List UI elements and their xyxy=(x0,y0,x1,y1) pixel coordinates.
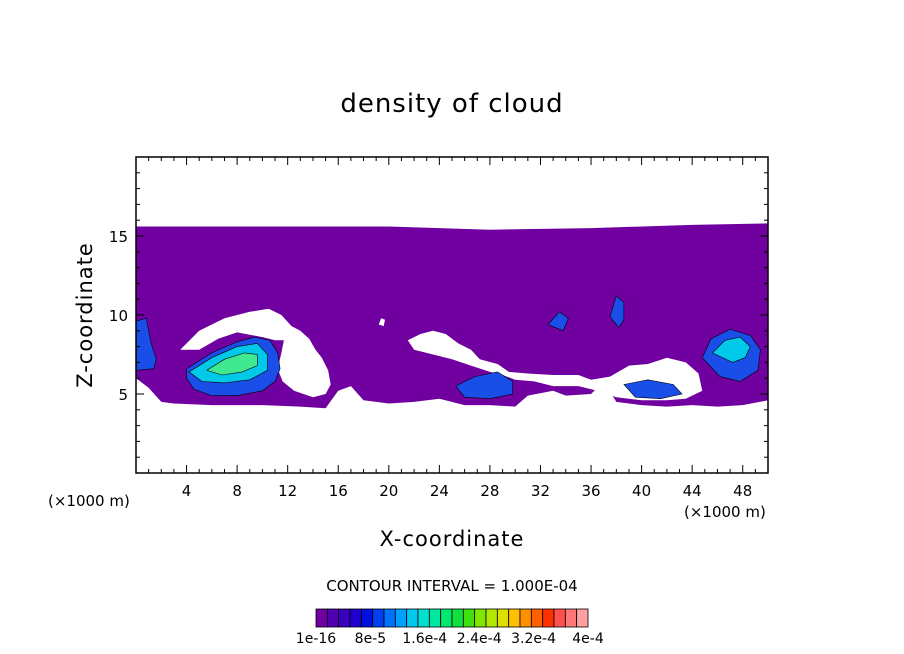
colorbar-swatch xyxy=(338,608,351,628)
colorbar-swatch xyxy=(451,608,464,628)
colorbar-swatch xyxy=(417,608,430,628)
low-density-cell-3 xyxy=(455,371,514,400)
colorbar-swatch xyxy=(496,608,510,628)
colorbar-swatch xyxy=(530,608,544,628)
clear-air-region-3 xyxy=(378,318,385,327)
colorbar-swatch xyxy=(383,608,396,628)
x-tick-label: 48 xyxy=(733,482,752,500)
colorbar-tick-label: 1.6e-4 xyxy=(402,631,447,647)
x-tick-label: 36 xyxy=(581,482,600,500)
colorbar-swatch xyxy=(485,608,498,628)
colorbar-swatch xyxy=(360,608,374,628)
colorbar: 1e-16 8e-5 1.6e-4 2.4e-4 3.2e-4 4e-4 xyxy=(296,608,604,647)
colorbar-swatch xyxy=(553,608,566,628)
low-density-cell-7 xyxy=(547,311,569,332)
x-tick-label: 24 xyxy=(430,482,449,500)
colorbar-swatch xyxy=(440,608,453,628)
x-unit-label-right: (×1000 m) xyxy=(684,503,766,521)
x-tick-label: 12 xyxy=(278,482,297,500)
x-tick-label: 16 xyxy=(329,482,348,500)
clear-air-region-2 xyxy=(407,330,703,401)
y-tick-label: 15 xyxy=(109,228,128,246)
y-tick-label: 10 xyxy=(109,307,128,325)
colorbar-tick-label: 8e-5 xyxy=(355,631,386,647)
colorbar-swatch xyxy=(576,608,589,628)
colorbar-tick-label: 3.2e-4 xyxy=(511,631,556,647)
colorbar-swatch xyxy=(315,608,328,628)
x-tick-label: 44 xyxy=(683,482,702,500)
y-tick-label: 5 xyxy=(118,386,128,404)
contour-interval-label: CONTOUR INTERVAL = 1.000E-04 xyxy=(326,577,577,595)
colorbar-swatch xyxy=(349,608,362,628)
colorbar-swatch xyxy=(406,608,419,628)
x-tick-label: 8 xyxy=(232,482,242,500)
x-unit-label-left: (×1000 m) xyxy=(48,492,130,510)
x-tick-label: 20 xyxy=(379,482,398,500)
x-axis-label: X-coordinate xyxy=(380,527,525,551)
colorbar-swatch xyxy=(394,608,408,628)
colorbar-tick-label: 2.4e-4 xyxy=(457,631,502,647)
colorbar-tick-label: 1e-16 xyxy=(296,631,336,647)
low-density-cell-6 xyxy=(609,295,625,329)
colorbar-swatch xyxy=(519,608,532,628)
colorbar-swatch xyxy=(508,608,521,628)
low-density-cell-4 xyxy=(623,379,683,400)
x-tick-label: 28 xyxy=(480,482,499,500)
colorbar-swatch xyxy=(474,608,487,628)
colorbar-swatch xyxy=(428,608,442,628)
x-tick-label: 4 xyxy=(182,482,192,500)
colorbar-swatch xyxy=(564,608,578,628)
medium-density-cell-2 xyxy=(711,336,751,363)
plot-area xyxy=(136,223,768,409)
colorbar-tick-label: 4e-4 xyxy=(572,631,604,647)
high-density-cell-1 xyxy=(206,352,258,376)
colorbar-swatch xyxy=(542,608,555,628)
y-axis-label: Z-coordinate xyxy=(73,242,97,388)
colorbar-swatch xyxy=(326,608,340,628)
chart-title: density of cloud xyxy=(340,89,563,119)
low-density-cell-1 xyxy=(136,317,157,371)
colorbar-swatch xyxy=(372,608,385,628)
clear-air-region-1 xyxy=(180,308,331,398)
x-tick-label: 32 xyxy=(531,482,550,500)
x-tick-label: 40 xyxy=(632,482,651,500)
colorbar-swatch xyxy=(462,608,476,628)
